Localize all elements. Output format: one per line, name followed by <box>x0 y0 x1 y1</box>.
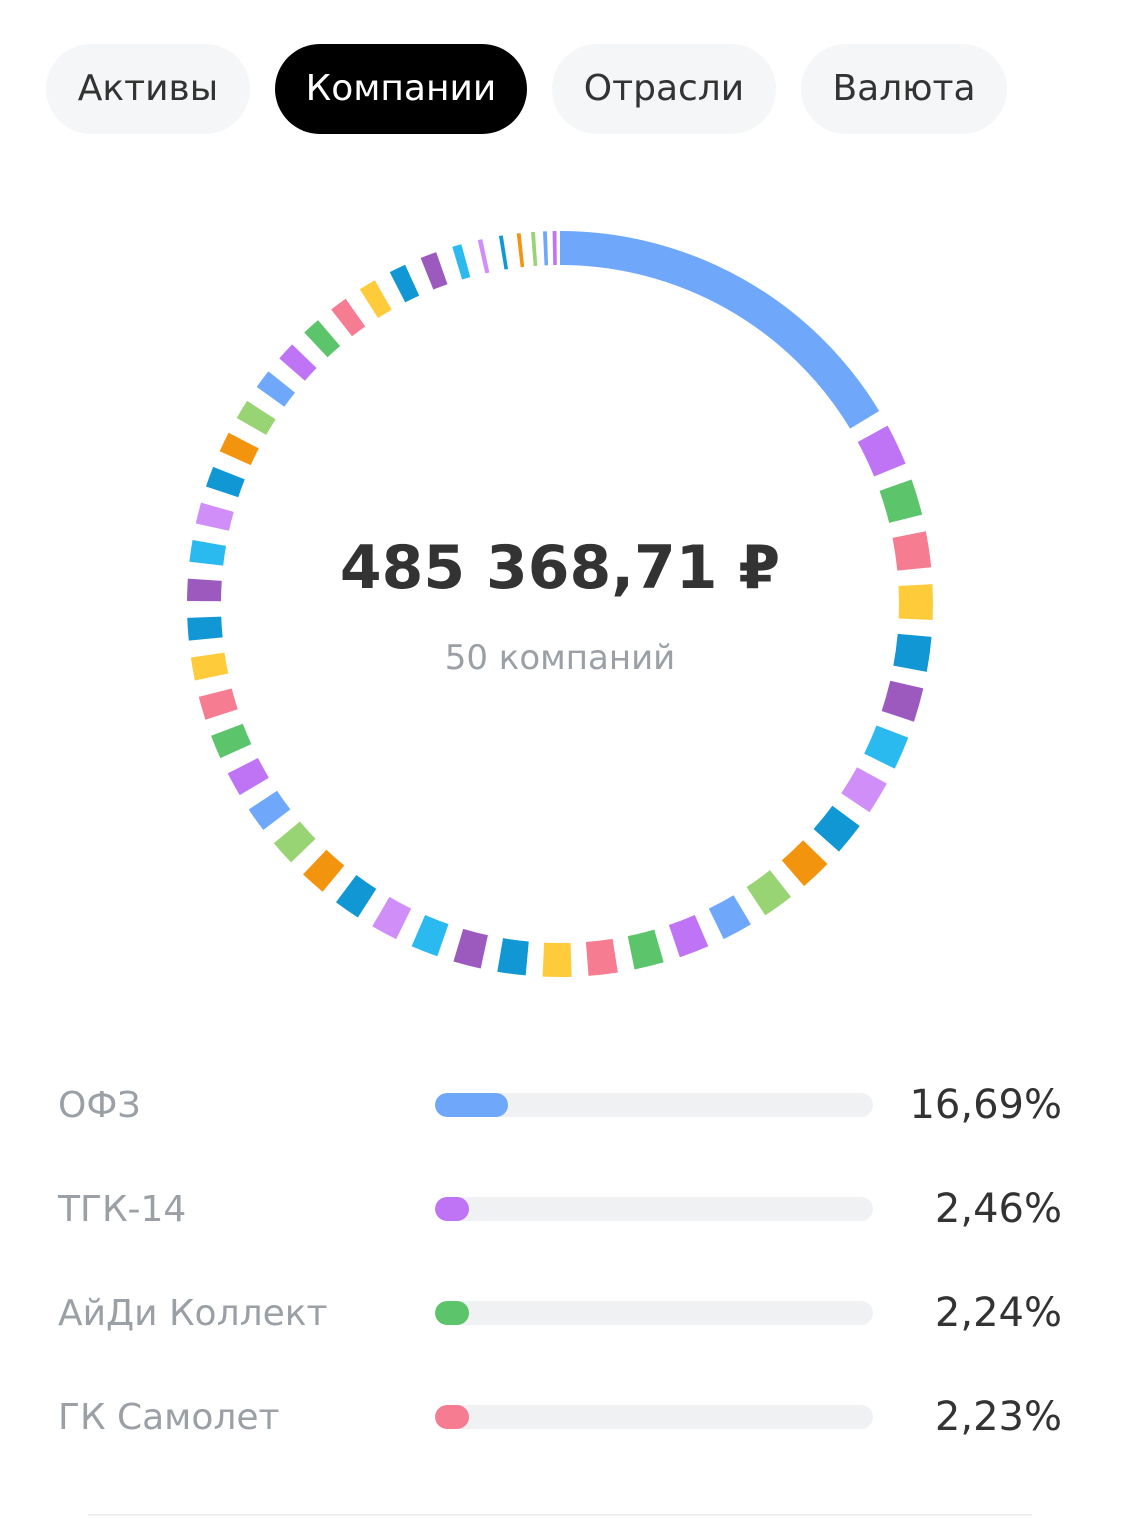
donut-segment[interactable] <box>279 344 317 381</box>
company-count: 50 компаний <box>444 638 676 678</box>
donut-segment[interactable] <box>898 584 933 620</box>
legend-progress-fill <box>435 1301 469 1325</box>
segment-tabs: Активы Компании Отрасли Валюта <box>0 0 1124 180</box>
donut-segment[interactable] <box>219 432 259 466</box>
donut-segment[interactable] <box>227 757 269 796</box>
legend-progress-track <box>435 1197 873 1221</box>
donut-segment[interactable] <box>236 400 276 435</box>
legend-progress-fill <box>435 1405 469 1429</box>
donut-segment[interactable] <box>420 252 448 290</box>
legend-share: 2,24% <box>934 1290 1062 1336</box>
legend-progress-track <box>435 1093 873 1117</box>
donut-segment[interactable] <box>813 805 860 852</box>
donut-segment[interactable] <box>708 895 751 940</box>
legend-name: ТГК-14 <box>58 1189 187 1230</box>
donut-segment[interactable] <box>668 914 709 958</box>
donut-segment[interactable] <box>857 425 906 477</box>
legend-row[interactable]: ОФЗ 16,69% <box>0 1060 1124 1150</box>
donut-segment[interactable] <box>411 914 449 957</box>
legend-row[interactable]: ГК Самолет 2,23% <box>0 1372 1124 1462</box>
donut-segment[interactable] <box>498 235 509 270</box>
donut-segment[interactable] <box>189 540 227 566</box>
donut-segment[interactable] <box>187 578 222 602</box>
donut-segment[interactable] <box>746 870 792 916</box>
legend-name: ОФЗ <box>58 1085 141 1126</box>
donut-segment[interactable] <box>331 298 366 337</box>
donut-segment[interactable] <box>864 725 909 769</box>
donut-segment[interactable] <box>211 723 252 759</box>
donut-segment[interactable] <box>273 821 316 863</box>
legend-row[interactable]: ТГК-14 2,46% <box>0 1164 1124 1254</box>
legend-share: 2,46% <box>934 1186 1062 1232</box>
legend-progress-fill <box>435 1197 469 1221</box>
donut-segment[interactable] <box>477 239 490 274</box>
donut-segment[interactable] <box>892 531 932 571</box>
donut-segment[interactable] <box>559 231 880 429</box>
donut-segment[interactable] <box>256 371 296 407</box>
donut-segment[interactable] <box>781 840 828 887</box>
legend-name: ГК Самолет <box>58 1397 280 1438</box>
donut-segment[interactable] <box>195 502 234 531</box>
legend-row[interactable]: АйДи Коллект 2,24% <box>0 1268 1124 1358</box>
tab-companies[interactable]: Компании <box>275 44 527 134</box>
legend-name: АйДи Коллект <box>58 1293 328 1334</box>
legend-progress-track <box>435 1301 873 1325</box>
donut-segment[interactable] <box>881 680 924 722</box>
donut-segment[interactable] <box>389 264 420 303</box>
legend-progress-fill <box>435 1093 509 1117</box>
tab-assets[interactable]: Активы <box>46 44 250 134</box>
donut-segment[interactable] <box>627 929 664 970</box>
donut-segment[interactable] <box>879 479 923 523</box>
donut-segment[interactable] <box>335 874 377 918</box>
donut-segment[interactable] <box>303 849 345 892</box>
donut-segment[interactable] <box>304 320 341 358</box>
bottom-divider <box>88 1514 1032 1516</box>
legend-share: 16,69% <box>909 1082 1062 1128</box>
donut-segment[interactable] <box>585 938 618 976</box>
donut-segment[interactable] <box>372 896 412 940</box>
donut-segment[interactable] <box>893 633 932 672</box>
legend-progress-track <box>435 1405 873 1429</box>
tab-industries[interactable]: Отрасли <box>552 44 776 134</box>
donut-segment[interactable] <box>248 790 291 831</box>
donut-segment[interactable] <box>452 244 471 280</box>
donut-segment[interactable] <box>841 767 887 813</box>
tab-currency[interactable]: Валюта <box>801 44 1007 134</box>
donut-segment[interactable] <box>205 466 245 498</box>
legend-share: 2,23% <box>934 1394 1062 1440</box>
donut-segment[interactable] <box>187 616 223 641</box>
donut-segment[interactable] <box>453 928 489 969</box>
donut-segment[interactable] <box>190 652 229 681</box>
portfolio-total: 485 368,71 ₽ <box>339 533 781 603</box>
donut-chart <box>187 231 933 977</box>
donut-segment[interactable] <box>359 280 392 319</box>
donut-segment[interactable] <box>198 688 238 720</box>
donut-segment[interactable] <box>497 938 529 976</box>
